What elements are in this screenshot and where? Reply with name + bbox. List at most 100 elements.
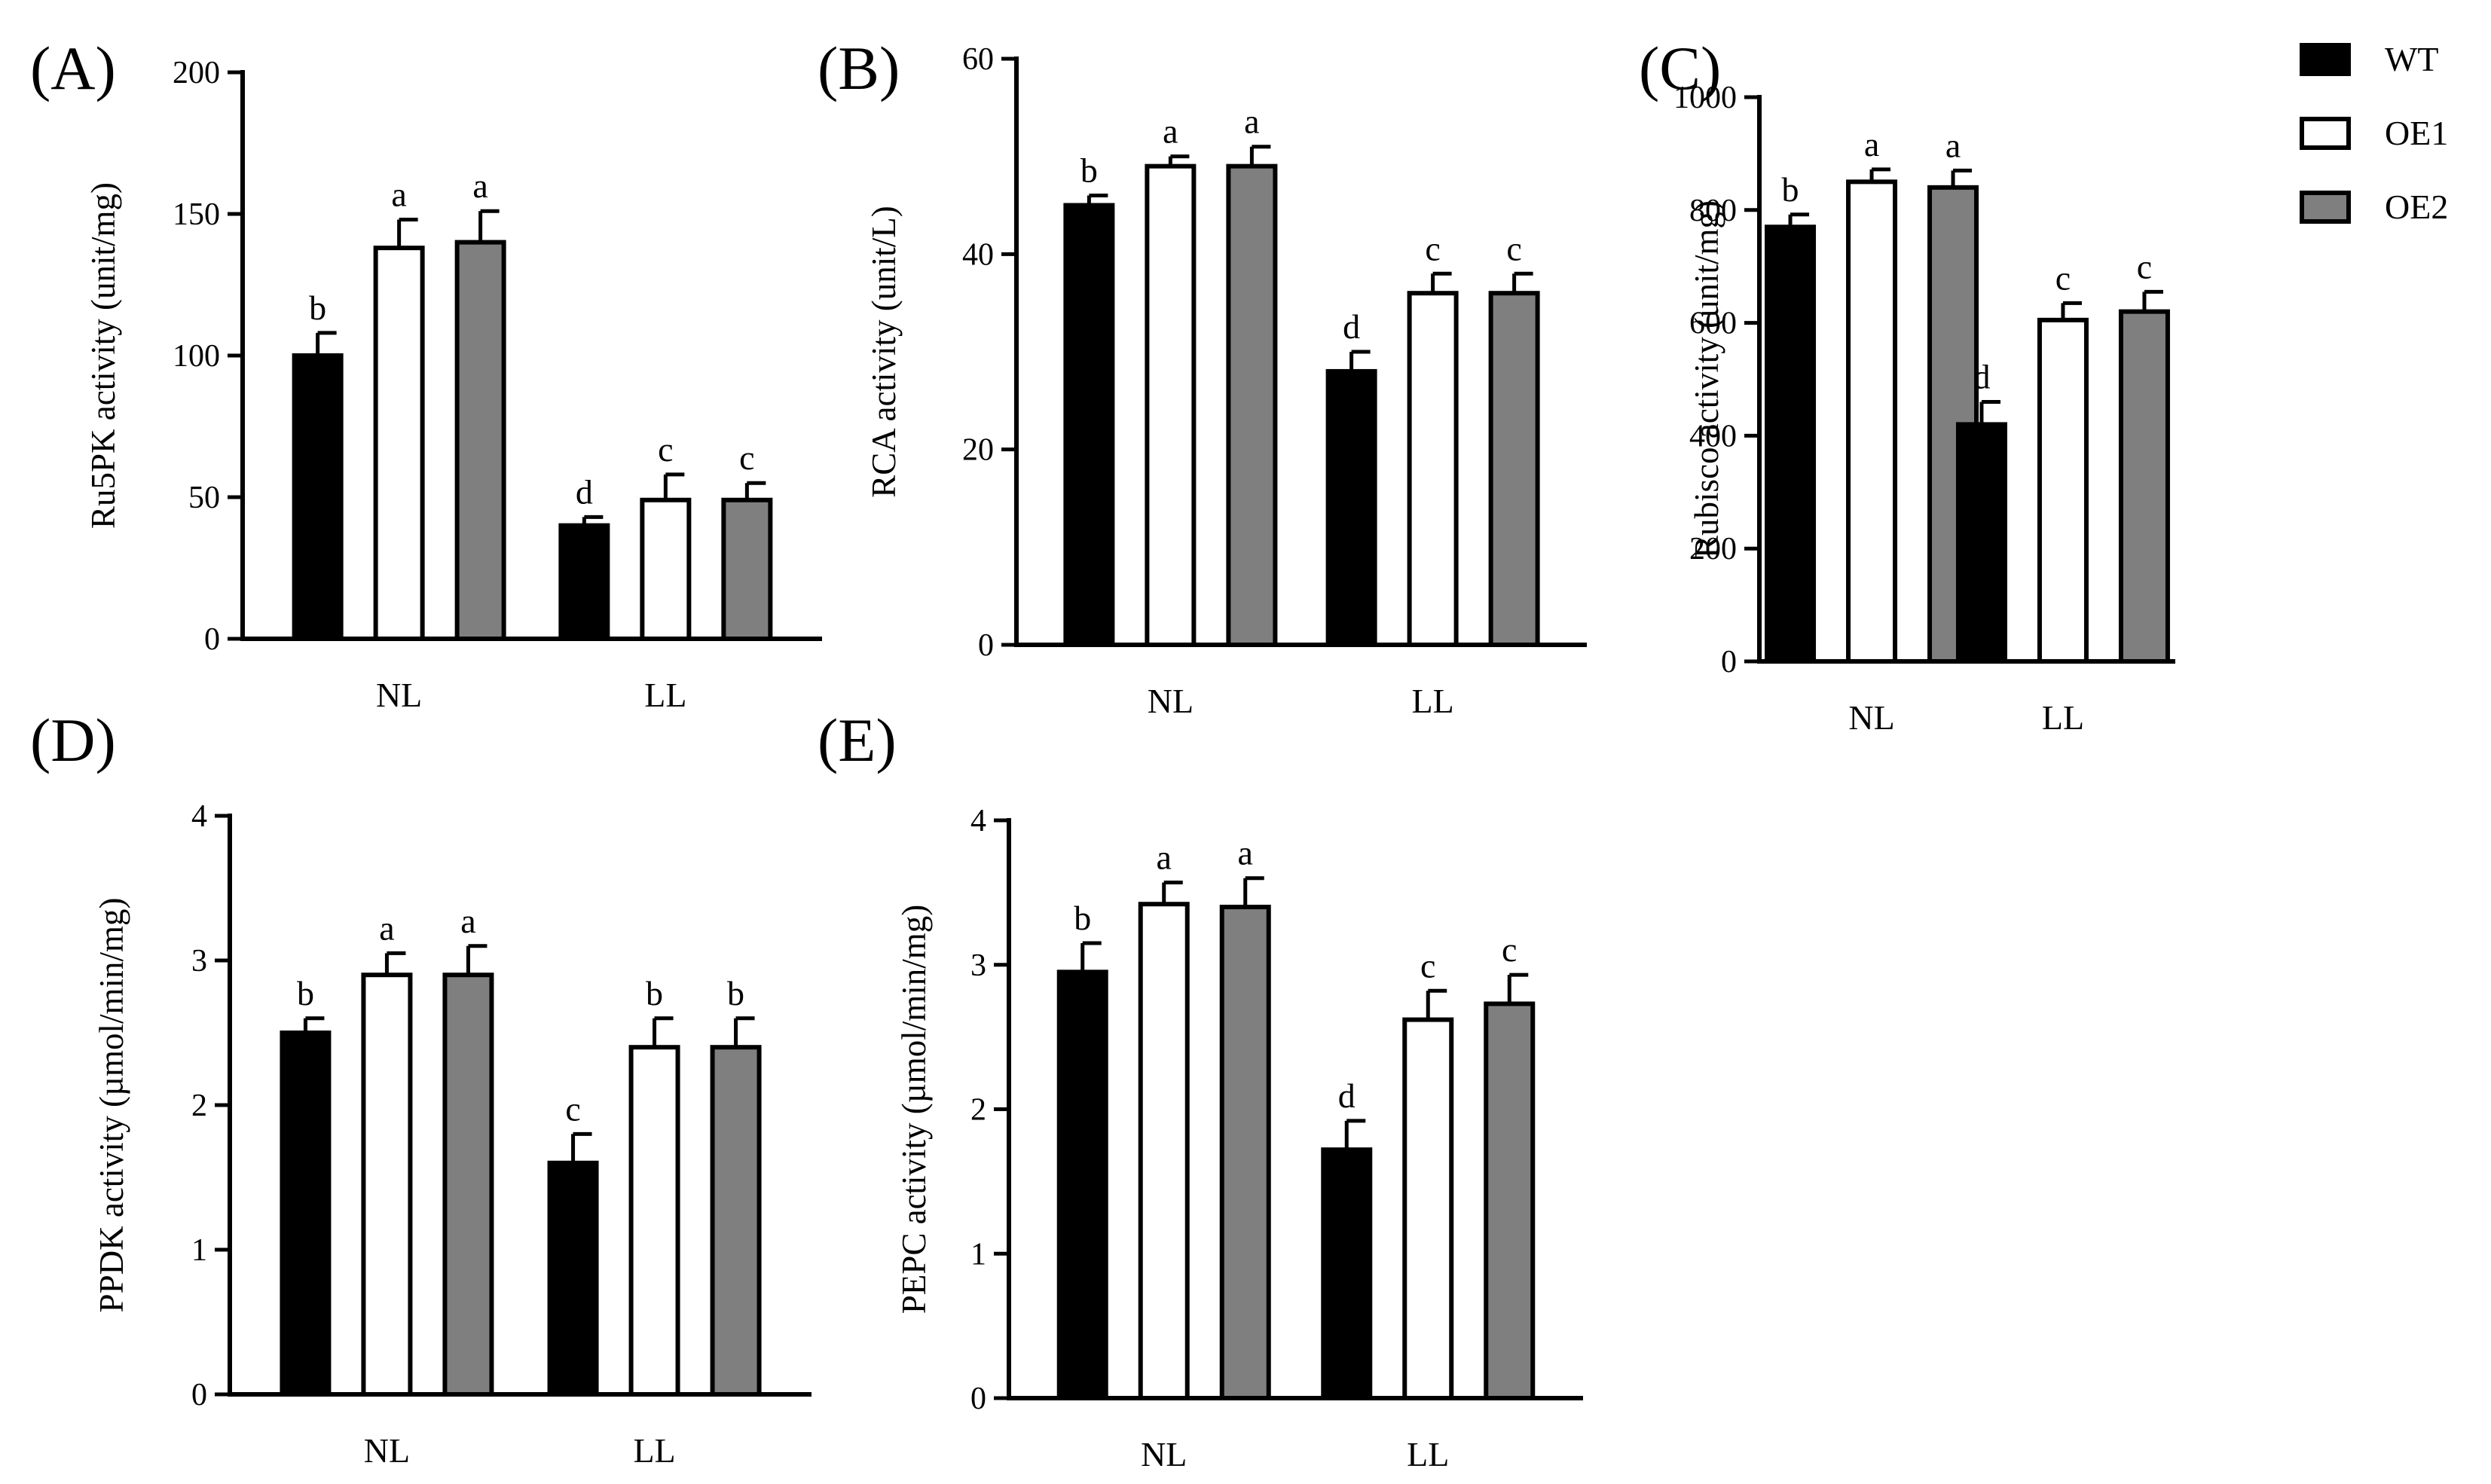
y-tick-label: 50: [188, 481, 220, 515]
bar-oe1: [628, 1045, 680, 1397]
y-tick-label: 1: [970, 1237, 986, 1272]
panel-c: (C) 0 200 400 600 800 1000 Rubisco activity (un…: [1639, 34, 2175, 737]
bar-wt: [1765, 224, 1817, 664]
y-tick-label: 600: [1689, 307, 1737, 341]
error-bar: [1507, 973, 1529, 1004]
error-bar: [1080, 941, 1102, 973]
error-bar: [316, 331, 337, 356]
y-tick-label: 200: [173, 56, 220, 90]
error-bar: [1249, 145, 1271, 166]
error-bar: [744, 481, 766, 500]
bar-wt: [1321, 1147, 1373, 1400]
y-tick-label: 100: [173, 339, 220, 374]
panel-label: (E): [818, 706, 897, 774]
error-bar: [1168, 154, 1190, 166]
y-tick-label: 0: [970, 1382, 986, 1416]
significance-letter: b: [297, 974, 314, 1012]
y-tick-label: 4: [191, 799, 207, 834]
y-tick-label: 4: [970, 804, 986, 838]
error-bar: [1431, 271, 1452, 294]
error-bar: [466, 944, 488, 976]
y-tick-label: 3: [970, 948, 986, 983]
bar-oe2: [710, 1045, 762, 1397]
panel-d: (D) 0 1 2 3 4 PPDK activity (µmol/min/mg) NL b a a…: [30, 706, 811, 1470]
y-axis-title: PPDK activity (µmol/min/mg): [93, 898, 130, 1313]
y-axis-title: RCA activity (unit/L): [865, 206, 903, 497]
x-category-label: NL: [1148, 682, 1194, 720]
x-category-label: NL: [364, 1431, 410, 1470]
x-category-label: LL: [633, 1431, 675, 1470]
bar-oe1: [1402, 1017, 1454, 1400]
bar-wt: [1063, 203, 1115, 647]
error-bar: [1979, 399, 2000, 425]
bar-oe2: [2118, 309, 2170, 664]
x-category-label: LL: [2042, 698, 2084, 737]
significance-letter: b: [309, 289, 326, 327]
bar-oe1: [1138, 902, 1190, 1400]
x-category-label: LL: [1407, 1435, 1449, 1473]
significance-letter: b: [646, 974, 663, 1012]
error-bar: [1162, 880, 1183, 905]
error-bar: [653, 1016, 674, 1048]
significance-letter: b: [1074, 899, 1091, 937]
error-bar: [1087, 194, 1108, 206]
error-bar: [734, 1016, 755, 1048]
bar-wt: [547, 1160, 599, 1397]
significance-letter: d: [1973, 357, 1990, 395]
legend-label: OE1: [2385, 114, 2448, 152]
bar-oe2: [454, 240, 506, 642]
legend-label: WT: [2385, 40, 2439, 78]
y-tick-label: 1: [191, 1233, 207, 1268]
y-tick-label: 20: [962, 433, 994, 468]
significance-letter: a: [379, 908, 394, 947]
panel-a: (A) 0 50 100 150 200 Ru5PK activity (unit/mg) N…: [30, 34, 822, 714]
error-bar: [1512, 271, 1533, 294]
significance-letter: a: [391, 176, 406, 214]
panel-label: (D): [30, 706, 116, 774]
error-bar: [303, 1016, 325, 1033]
y-tick-label: 800: [1689, 194, 1737, 228]
significance-letter: a: [1945, 126, 1961, 164]
panel-label: (C): [1639, 34, 1721, 102]
error-bar: [663, 472, 685, 500]
significance-letter: c: [565, 1089, 580, 1128]
bar-oe1: [1846, 179, 1898, 664]
significance-letter: d: [576, 472, 593, 511]
significance-letter: b: [1782, 170, 1799, 209]
significance-letter: d: [1343, 307, 1360, 346]
y-tick-label: 0: [1721, 645, 1737, 679]
y-tick-label: 40: [962, 237, 994, 272]
legend: WT OE1 OE2: [2300, 40, 2448, 226]
error-bar: [384, 951, 406, 976]
bar-oe1: [361, 973, 413, 1397]
significance-letter: a: [472, 166, 488, 205]
significance-letter: b: [727, 974, 744, 1012]
bar-oe1: [640, 497, 692, 642]
error-bar: [397, 218, 418, 249]
error-bar: [1349, 350, 1371, 371]
significance-letter: c: [658, 430, 673, 469]
bar-oe1: [2037, 317, 2089, 664]
y-tick-label: 200: [1689, 532, 1737, 566]
y-tick-label: 400: [1689, 419, 1737, 453]
y-axis-title: PEPC activity (µmol/min/mg): [895, 905, 933, 1314]
panel-label: (A): [30, 34, 116, 102]
bar-wt: [1955, 422, 2007, 664]
panel-label: (B): [818, 34, 900, 102]
bar-oe2: [442, 973, 494, 1397]
error-bar: [1869, 167, 1891, 182]
y-tick-label: 150: [173, 197, 220, 232]
legend-swatch-oe2: [2300, 191, 2351, 224]
significance-letter: c: [739, 438, 754, 477]
significance-letter: a: [460, 902, 475, 940]
x-category-label: NL: [1848, 698, 1894, 737]
error-bar: [1788, 212, 1810, 227]
bar-oe1: [1407, 291, 1459, 647]
bar-wt: [558, 523, 610, 641]
x-category-label: LL: [644, 676, 686, 714]
significance-letter: d: [1338, 1076, 1356, 1115]
significance-letter: a: [1244, 102, 1259, 141]
x-category-label: NL: [376, 676, 422, 714]
error-bar: [571, 1131, 592, 1163]
